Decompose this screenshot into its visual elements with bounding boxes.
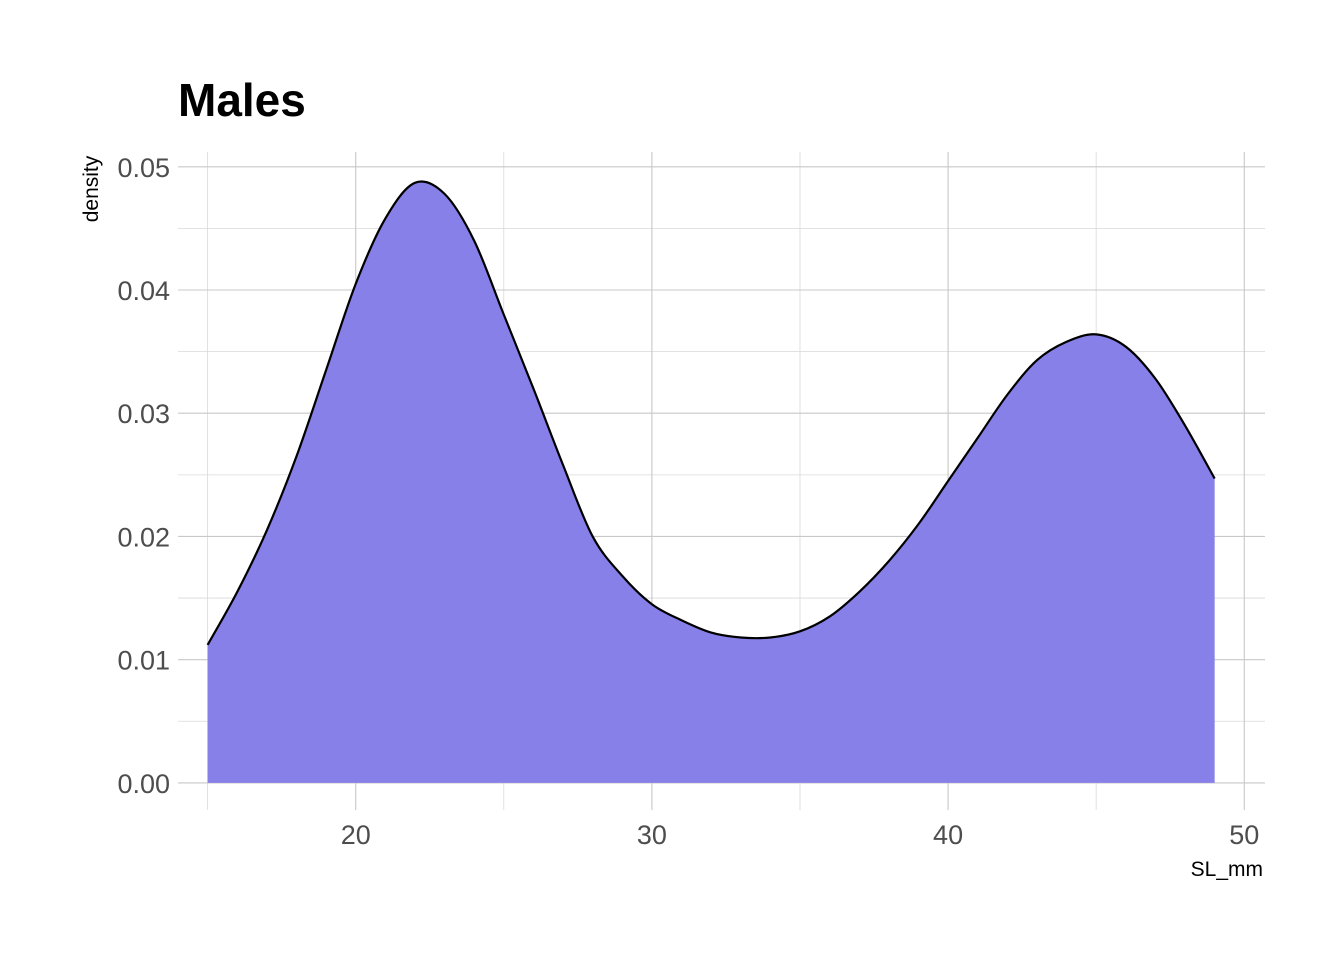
density-area-fill (207, 181, 1215, 783)
y-tick-label: 0.03 (117, 399, 170, 429)
density-area-layer (206, 180, 1216, 783)
x-tick-label: 50 (1229, 820, 1259, 850)
y-tick-label: 0.00 (117, 769, 170, 799)
chart-title: Males (178, 74, 306, 126)
x-tick-label: 30 (637, 820, 667, 850)
y-tick-label: 0.05 (117, 153, 170, 183)
y-tick-label: 0.04 (117, 276, 170, 306)
x-axis-title: SL_mm (1191, 858, 1263, 881)
y-tick-label: 0.02 (117, 522, 170, 552)
x-tick-label: 40 (933, 820, 963, 850)
density-curve-line (206, 180, 1216, 646)
tick-labels: 20 30 40 50 0.00 0.01 0.02 0.03 0.04 0.05 (117, 153, 1259, 850)
x-tick-label: 20 (341, 820, 371, 850)
y-axis-title: density (80, 155, 103, 222)
y-tick-label: 0.01 (117, 646, 170, 676)
